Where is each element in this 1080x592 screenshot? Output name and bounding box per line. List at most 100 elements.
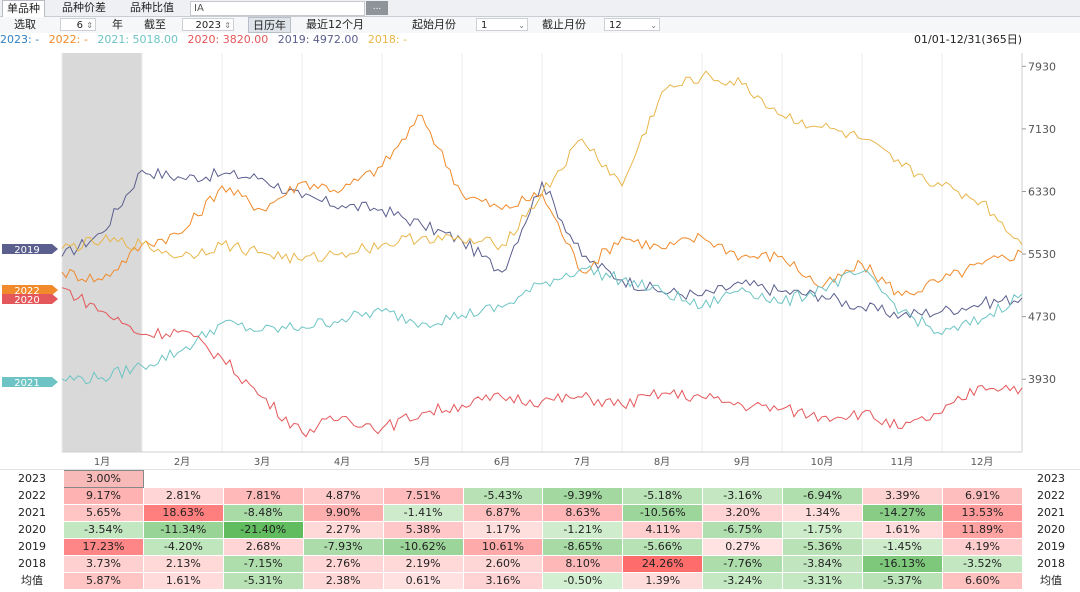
y-tick-label: 6330 — [1028, 185, 1056, 198]
start-month-label: 起始月份 — [412, 18, 456, 31]
x-tick-label: 8月 — [654, 456, 670, 468]
series-line-2021 — [61, 265, 1023, 385]
flag-label-2021: 2021 — [14, 378, 39, 389]
table-cell: 3.00% — [63, 470, 144, 488]
start-month-select[interactable]: 1 ⌄ — [476, 18, 528, 31]
table-cell: -1.75% — [782, 521, 864, 539]
end-month-label: 截止月份 — [542, 18, 586, 31]
table-cell: -8.65% — [542, 538, 624, 556]
date-range-label: 01/01-12/31(365日) — [914, 33, 1022, 46]
x-tick-label: 3月 — [254, 456, 270, 468]
table-cell: -5.31% — [222, 572, 304, 590]
table-cell: 3.39% — [862, 487, 943, 505]
until-label: 截至 — [144, 18, 166, 31]
end-month-select[interactable]: 12 ⌄ — [604, 18, 660, 31]
table-cell — [862, 470, 943, 488]
x-tick-label: 10月 — [811, 456, 834, 468]
chevron-down-icon: ⌄ — [518, 21, 525, 30]
table-cell: 13.53% — [941, 504, 1024, 522]
table-cell: 1.39% — [622, 572, 704, 590]
until-year-stepper[interactable]: 2023 ⇕ — [182, 18, 234, 31]
x-tick-label: 6月 — [494, 456, 510, 468]
contract-input[interactable]: IA — [190, 1, 365, 16]
table-cell: 7.51% — [382, 487, 464, 505]
seasonal-line-chart[interactable]: 3930 4730 5530 6330 7130 7930 1月 2月 3月 4月 5月 6月 7月 8月… — [0, 47, 1080, 469]
table-cell: -1.21% — [542, 521, 624, 539]
table-row: 2018 3.73% 2.13% -7.15% 2.76% 2.19% 2.60% 8.10%… — [0, 555, 1080, 573]
table-cell: 1.61% — [862, 521, 943, 539]
legend-2019: 2019: 4972.00 — [277, 33, 359, 46]
table-cell: 1.61% — [142, 572, 224, 590]
table-cell — [702, 470, 784, 488]
table-cell: 2.81% — [142, 487, 224, 505]
y-tick-label: 3930 — [1028, 373, 1056, 386]
tab-single-variety[interactable]: 单品种 — [2, 0, 45, 17]
x-tick-label: 4月 — [334, 456, 350, 468]
x-tick-label: 9月 — [734, 456, 750, 468]
table-cell: 1.17% — [462, 521, 544, 539]
row-year-label-right: 2022 — [1022, 487, 1080, 505]
divider — [0, 469, 1080, 470]
table-cell — [222, 470, 304, 488]
tab-bar: 单品种 品种价差 品种比值 IA ... — [0, 0, 1080, 17]
tab-variety-ratio[interactable]: 品种比值 — [130, 1, 174, 14]
stepper-icon: ⇕ — [224, 21, 231, 30]
table-cell — [782, 470, 864, 488]
table-cell: -8.48% — [222, 504, 304, 522]
row-year-label: 2020 — [0, 521, 64, 539]
table-cell: 24.26% — [622, 555, 704, 573]
legend-2020: 2020: 3820.00 — [187, 33, 269, 46]
table-cell: 4.19% — [941, 538, 1024, 556]
table-cell: -3.54% — [63, 521, 144, 539]
table-cell: 3.16% — [462, 572, 544, 590]
row-year-label: 2019 — [0, 538, 64, 556]
calendar-year-button[interactable]: 日历年 — [248, 17, 291, 33]
table-cell: -5.36% — [782, 538, 864, 556]
row-year-label-right: 2018 — [1022, 555, 1080, 573]
series-line-2019 — [61, 167, 1023, 320]
years-stepper[interactable]: 6 ⇕ — [60, 18, 96, 31]
table-cell: 2.76% — [302, 555, 384, 573]
table-cell — [622, 470, 704, 488]
table-cell: 8.63% — [542, 504, 624, 522]
table-cell: -6.94% — [782, 487, 864, 505]
legend-2022: 2022: - — [48, 33, 88, 46]
table-row: 2022 9.17% 2.81% 7.81% 4.87% 7.51% -5.43% -9.39… — [0, 487, 1080, 505]
table-cell: 2.27% — [302, 521, 384, 539]
table-cell: -5.66% — [622, 538, 704, 556]
table-cell: -10.56% — [622, 504, 704, 522]
table-cell: 6.60% — [941, 572, 1024, 590]
table-cell — [142, 470, 224, 488]
table-cell — [941, 470, 1024, 488]
table-cell: 4.11% — [622, 521, 704, 539]
table-cell: 4.87% — [302, 487, 384, 505]
row-year-label-right: 2020 — [1022, 521, 1080, 539]
tab-variety-spread[interactable]: 品种价差 — [62, 1, 106, 14]
legend-2018: 2018: - — [367, 33, 408, 46]
table-cell: 0.61% — [382, 572, 464, 590]
table-cell: -3.84% — [782, 555, 864, 573]
years-value: 6 — [76, 20, 83, 31]
flag-label-2019: 2019 — [14, 245, 39, 256]
table-cell: 5.87% — [63, 572, 144, 590]
table-cell: 5.65% — [63, 504, 144, 522]
table-row: 2020 -3.54% -11.34% -21.40% 2.27% 5.38% 1.17% -… — [0, 521, 1080, 539]
table-cell: -5.37% — [862, 572, 943, 590]
table-cell: -3.52% — [941, 555, 1024, 573]
table-cell: 3.20% — [702, 504, 784, 522]
row-year-label: 2023 — [0, 470, 64, 488]
x-tick-label: 12月 — [971, 456, 994, 468]
row-year-label-right: 2019 — [1022, 538, 1080, 556]
table-cell: -5.43% — [462, 487, 544, 505]
control-bar: 选取 6 ⇕ 年 截至 2023 ⇕ 日历年 最近12个月 起始月份 1 ⌄ 截止月份… — [0, 17, 1080, 33]
flag-label-2020: 2020 — [14, 295, 39, 306]
monthly-change-table: 2023 3.00% 2023 2022 9.17% 2.81% 7.81% 4.87% 7.5… — [0, 470, 1080, 590]
x-tick-label: 7月 — [574, 456, 590, 468]
row-year-label-right: 均值 — [1022, 572, 1080, 590]
recent-12-months-button[interactable]: 最近12个月 — [306, 18, 364, 31]
end-month-value: 12 — [609, 20, 622, 31]
row-year-label: 2018 — [0, 555, 64, 573]
table-cell: 2.38% — [302, 572, 384, 590]
more-button[interactable]: ... — [366, 1, 388, 15]
y-tick-label: 5530 — [1028, 248, 1056, 261]
